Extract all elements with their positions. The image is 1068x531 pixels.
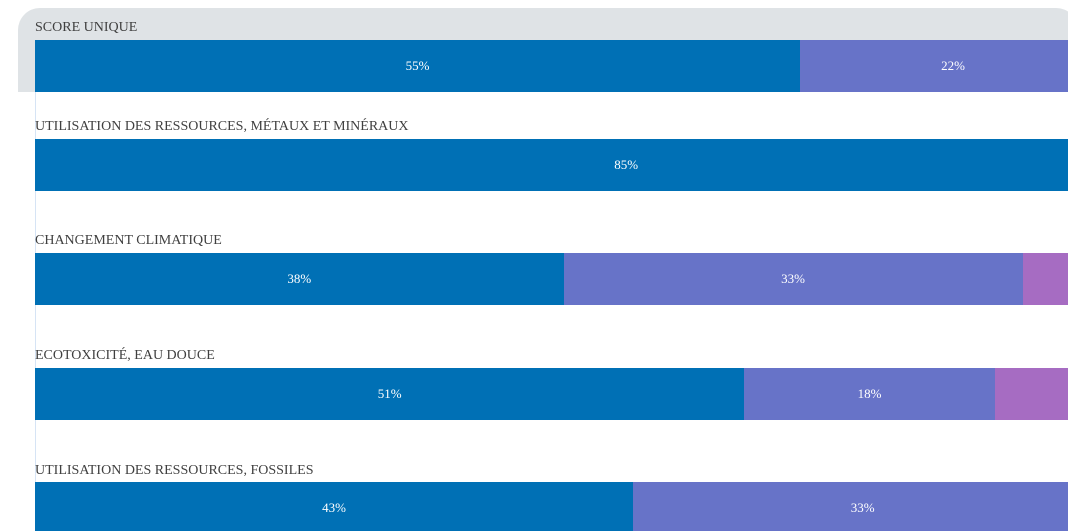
row-title: ECOTOXICITÉ, EAU DOUCE — [35, 348, 215, 363]
bar-segment — [633, 482, 1068, 531]
data-label: 85% — [614, 157, 639, 172]
guide-line — [35, 92, 36, 531]
bar-segment — [800, 40, 1068, 92]
row-title: UTILISATION DES RESSOURCES, MÉTAUX ET MI… — [35, 119, 409, 134]
row-title: UTILISATION DES RESSOURCES, FOSSILES — [35, 463, 314, 478]
bar-segment — [994, 368, 1068, 420]
data-label: 33% — [850, 500, 875, 515]
data-label: 38% — [287, 271, 312, 286]
data-label: 18% — [857, 386, 882, 401]
bar-segment — [35, 253, 564, 305]
data-label: 55% — [405, 58, 430, 73]
data-label: 51% — [377, 386, 402, 401]
bar-segment — [35, 482, 634, 531]
bar-segment — [35, 139, 1068, 191]
bar-segment — [35, 368, 745, 420]
row-title: SCORE UNIQUE — [35, 20, 138, 35]
row-title: CHANGEMENT CLIMATIQUE — [35, 233, 222, 248]
data-label: 33% — [781, 271, 805, 286]
data-label: 43% — [322, 500, 346, 515]
bar-segment — [744, 368, 995, 420]
bar-segment — [1022, 253, 1068, 305]
bar-segment — [35, 40, 801, 92]
data-label: 22% — [941, 58, 965, 73]
bar-segment — [563, 253, 1023, 305]
